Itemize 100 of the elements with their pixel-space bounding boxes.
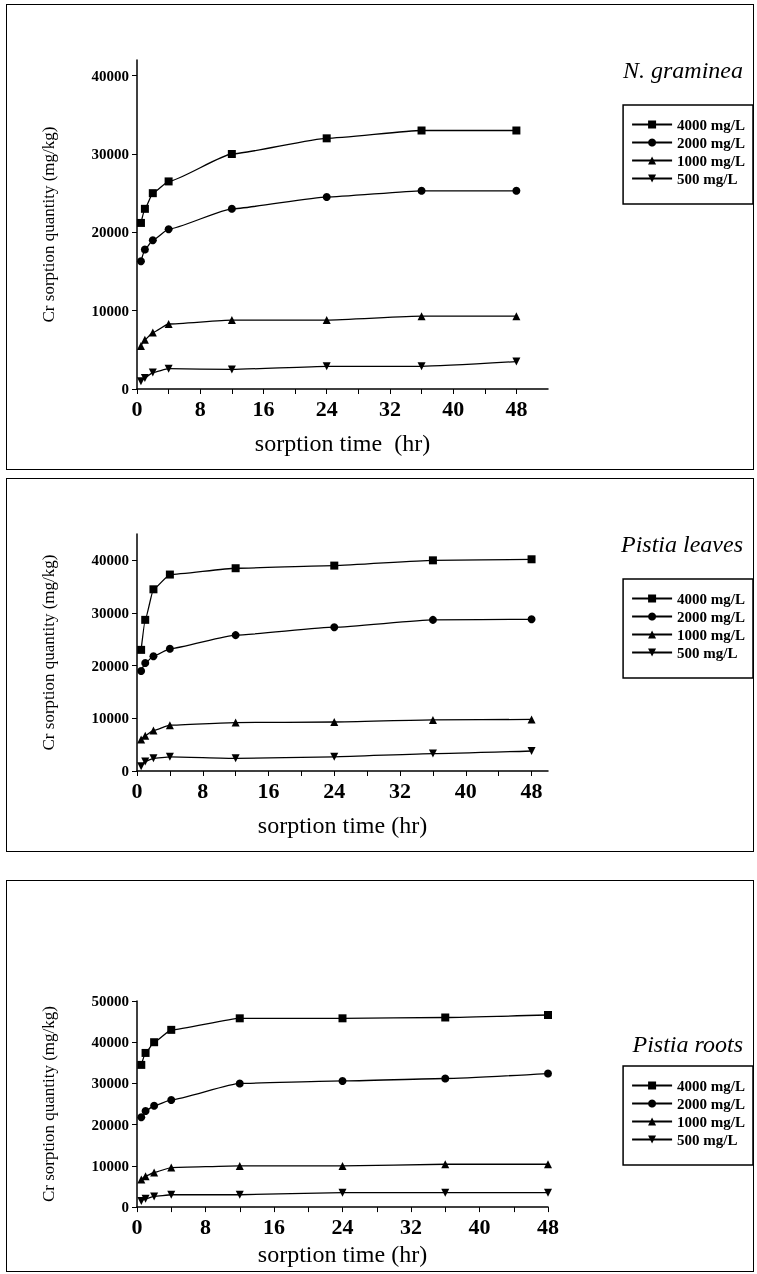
point xyxy=(136,257,145,266)
point xyxy=(227,150,236,158)
point xyxy=(150,1038,159,1047)
point xyxy=(148,189,157,198)
y-tick-label: 0 xyxy=(121,381,129,397)
point xyxy=(544,1011,552,1020)
point xyxy=(141,1048,150,1057)
point xyxy=(140,374,149,383)
point xyxy=(141,1194,150,1203)
point xyxy=(164,319,173,328)
point xyxy=(235,1161,244,1170)
y-axis-title: Cr sorption quantity (mg/kg) xyxy=(39,554,58,751)
point xyxy=(338,1188,347,1197)
point xyxy=(165,644,174,653)
point xyxy=(322,134,331,143)
x-axis-title: sorption time (hr) xyxy=(257,812,428,838)
point xyxy=(141,659,150,668)
point xyxy=(441,1013,450,1022)
text: Pistia roots xyxy=(632,1031,743,1058)
legend-label: 1000 mg/L xyxy=(677,626,745,643)
point xyxy=(227,204,236,213)
point xyxy=(527,746,536,755)
y-tick-label: 50000 xyxy=(91,993,129,1009)
legend-label: 1000 mg/L xyxy=(677,152,745,169)
x-tick-label: 8 xyxy=(200,1213,211,1239)
point xyxy=(338,1014,347,1023)
legend-label: 500 mg/L xyxy=(677,170,738,187)
point xyxy=(330,718,339,727)
legend-label: 500 mg/L xyxy=(677,644,738,661)
x-tick-label: 32 xyxy=(389,777,412,803)
point xyxy=(141,1172,150,1181)
point xyxy=(417,362,426,371)
x-tick-label: 48 xyxy=(520,777,543,803)
point xyxy=(167,1095,176,1104)
x-tick-label: 24 xyxy=(323,777,346,803)
point xyxy=(322,316,331,325)
x-tick-label: 32 xyxy=(378,395,401,421)
legend-label: 2000 mg/L xyxy=(677,134,745,151)
point xyxy=(148,328,157,337)
y-tick-label: 20000 xyxy=(91,657,129,674)
y-tick-label: 10000 xyxy=(91,710,129,727)
point xyxy=(231,754,240,763)
point xyxy=(150,1101,159,1110)
point xyxy=(338,1076,347,1085)
point xyxy=(512,186,521,195)
point xyxy=(136,377,145,386)
legend-label: 2000 mg/L xyxy=(677,608,745,625)
x-tick-label: 8 xyxy=(197,777,209,803)
y-tick-label: 20000 xyxy=(91,224,129,241)
point xyxy=(428,715,437,724)
point xyxy=(227,365,236,374)
point xyxy=(164,177,173,186)
point xyxy=(231,718,240,727)
point xyxy=(235,1079,244,1088)
point xyxy=(137,762,146,771)
point xyxy=(544,1160,552,1169)
point xyxy=(140,204,149,213)
point xyxy=(141,731,150,740)
y-tick-label: 0 xyxy=(121,763,129,779)
x-tick-label: 16 xyxy=(252,395,275,421)
point xyxy=(150,1192,159,1201)
point xyxy=(512,126,521,135)
point xyxy=(527,715,536,724)
point xyxy=(149,652,158,661)
legend-label: 1000 mg/L xyxy=(677,1113,745,1130)
y-tick-label: 30000 xyxy=(91,1075,129,1092)
y-tick-label: 40000 xyxy=(91,1034,129,1051)
y-tick-label: 10000 xyxy=(91,302,129,319)
point xyxy=(338,1161,347,1170)
point xyxy=(165,721,174,730)
x-tick-label: 32 xyxy=(400,1213,422,1239)
x-tick-label: 16 xyxy=(263,1213,285,1239)
point xyxy=(441,1074,450,1083)
point xyxy=(165,570,174,579)
point xyxy=(527,555,536,564)
point xyxy=(330,561,339,570)
point xyxy=(544,1069,552,1078)
point xyxy=(322,193,331,202)
x-tick-label: 40 xyxy=(468,1213,491,1239)
point xyxy=(141,1107,150,1116)
y-axis-title: Cr sorption quantity (mg/kg) xyxy=(39,126,58,323)
point xyxy=(165,752,174,761)
point xyxy=(428,615,437,624)
point xyxy=(137,1113,146,1122)
y-axis-title: Cr sorption quantity (mg/kg) xyxy=(39,1006,58,1203)
point xyxy=(417,312,426,321)
point xyxy=(136,341,145,350)
y-tick-label: 30000 xyxy=(91,605,129,621)
point xyxy=(141,615,150,624)
x-tick-label: 40 xyxy=(442,395,465,421)
x-tick-label: 16 xyxy=(257,777,280,803)
point xyxy=(417,186,426,195)
point xyxy=(137,666,146,675)
point xyxy=(428,556,437,565)
point xyxy=(231,631,240,640)
point xyxy=(137,1060,146,1069)
x-tick-label: 40 xyxy=(454,777,477,803)
point xyxy=(140,335,149,344)
x-tick-label: 24 xyxy=(315,395,338,421)
x-axis-title: sorption time (hr) xyxy=(254,430,431,456)
